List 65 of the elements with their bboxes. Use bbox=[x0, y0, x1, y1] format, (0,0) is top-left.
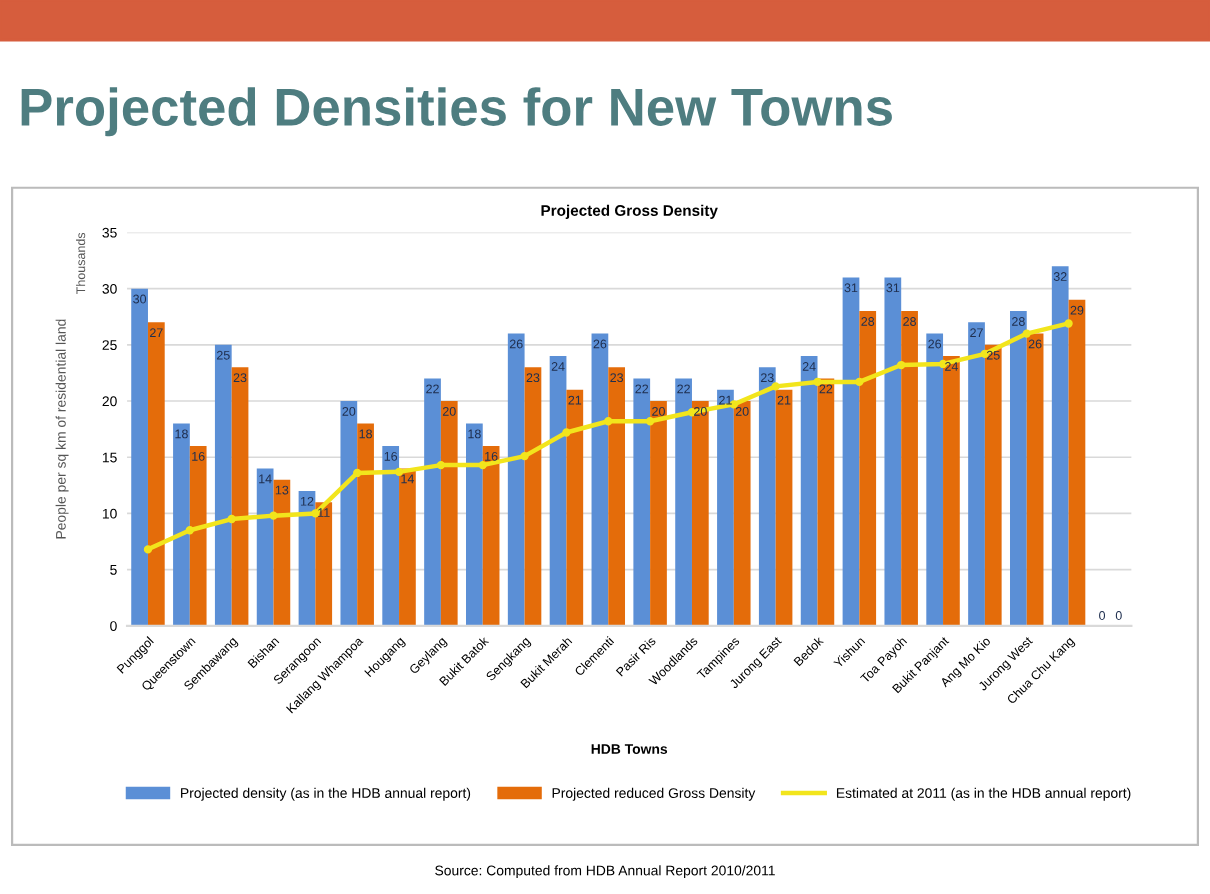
bar bbox=[800, 356, 818, 626]
bar bbox=[298, 490, 316, 626]
point bbox=[436, 460, 446, 470]
bar bbox=[173, 423, 190, 626]
bar bbox=[675, 378, 692, 626]
bar bbox=[984, 344, 1002, 626]
bar bbox=[943, 356, 960, 626]
bar bbox=[926, 333, 944, 626]
bar bbox=[758, 367, 776, 626]
bar bbox=[466, 423, 483, 626]
bar bbox=[1068, 299, 1086, 626]
bar bbox=[147, 322, 165, 626]
bar bbox=[901, 311, 918, 626]
bar bbox=[591, 333, 609, 626]
bar bbox=[424, 378, 441, 626]
point bbox=[604, 417, 613, 426]
point bbox=[771, 382, 780, 391]
bar bbox=[340, 401, 358, 626]
bar bbox=[357, 423, 374, 626]
point bbox=[143, 545, 153, 554]
bar bbox=[214, 344, 232, 626]
point bbox=[269, 511, 278, 520]
point bbox=[478, 460, 487, 470]
bar bbox=[131, 288, 148, 626]
bar bbox=[633, 378, 651, 626]
bar bbox=[1051, 266, 1069, 626]
bar bbox=[1026, 333, 1044, 626]
bar bbox=[817, 378, 835, 626]
bar bbox=[231, 367, 249, 626]
bar bbox=[733, 401, 751, 626]
bar bbox=[717, 389, 734, 626]
point bbox=[813, 377, 822, 387]
point bbox=[645, 417, 655, 426]
bar bbox=[566, 389, 584, 626]
bar bbox=[842, 277, 860, 626]
point bbox=[897, 360, 906, 370]
point bbox=[1064, 319, 1073, 328]
bar bbox=[507, 333, 525, 626]
chart-title: Projected Densities for New Towns bbox=[21, 87, 892, 137]
point bbox=[185, 526, 194, 535]
bar bbox=[482, 445, 500, 626]
bar bbox=[650, 401, 667, 626]
bar bbox=[382, 445, 400, 626]
bar bbox=[549, 356, 567, 626]
bar bbox=[524, 367, 542, 626]
bar bbox=[608, 367, 626, 626]
bar bbox=[273, 479, 291, 626]
point bbox=[394, 467, 404, 476]
point bbox=[520, 451, 529, 461]
point bbox=[353, 468, 362, 478]
point bbox=[562, 428, 571, 437]
bar bbox=[256, 468, 274, 626]
bar bbox=[775, 389, 793, 626]
bar bbox=[691, 401, 709, 626]
point bbox=[1022, 329, 1031, 338]
bar bbox=[1010, 311, 1027, 626]
bar bbox=[884, 277, 902, 626]
bar bbox=[968, 322, 985, 626]
bar bbox=[399, 468, 416, 626]
bar bbox=[859, 311, 877, 626]
bar bbox=[440, 401, 458, 626]
point bbox=[227, 514, 236, 524]
bar bbox=[315, 502, 333, 626]
point bbox=[855, 377, 864, 387]
bar bbox=[189, 445, 207, 626]
